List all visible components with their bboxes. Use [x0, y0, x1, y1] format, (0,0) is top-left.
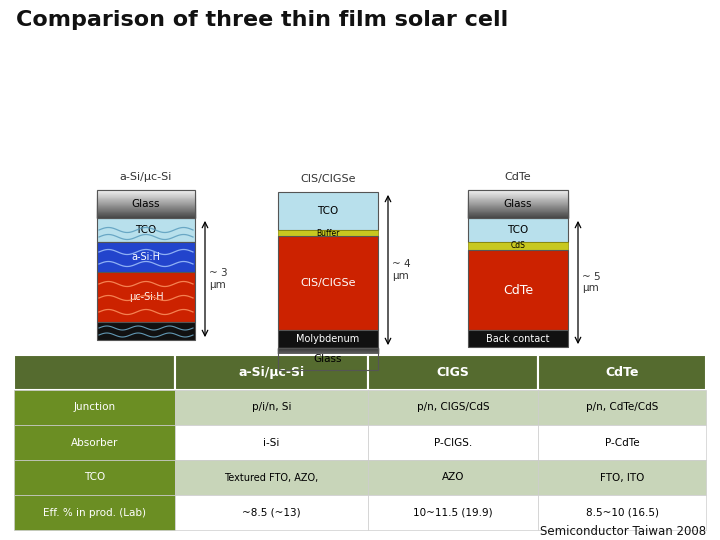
Text: Semiconductor Taiwan 2008: Semiconductor Taiwan 2008 — [540, 525, 706, 538]
Text: 10~11.5 (19.9): 10~11.5 (19.9) — [413, 508, 492, 517]
Text: 8.5~10 (16.5): 8.5~10 (16.5) — [585, 508, 659, 517]
Bar — [278, 348, 378, 370]
Text: TCO: TCO — [318, 206, 338, 216]
Text: ~ 3
μm: ~ 3 μm — [209, 268, 228, 290]
Bar — [278, 230, 378, 236]
Bar — [538, 390, 706, 425]
Bar — [14, 355, 175, 390]
Bar — [368, 460, 538, 495]
Bar — [368, 425, 538, 460]
Bar — [97, 322, 195, 340]
Text: Glass: Glass — [504, 199, 532, 209]
Bar — [14, 390, 175, 425]
Text: μc-Si:H: μc-Si:H — [129, 292, 163, 302]
Text: CdTe: CdTe — [606, 366, 639, 379]
Text: ~8.5 (~13): ~8.5 (~13) — [242, 508, 301, 517]
Bar — [175, 390, 368, 425]
Bar — [468, 190, 568, 218]
Bar — [368, 355, 538, 390]
Text: Eff. % in prod. (Lab): Eff. % in prod. (Lab) — [43, 508, 146, 517]
Text: ~ 4
μm: ~ 4 μm — [392, 259, 410, 281]
Bar — [538, 355, 706, 390]
Bar — [468, 218, 568, 242]
Bar — [278, 192, 378, 230]
Text: i-Si: i-Si — [264, 437, 279, 448]
Bar — [175, 460, 368, 495]
Text: p/i/n, Si: p/i/n, Si — [252, 402, 292, 413]
Bar — [538, 425, 706, 460]
Bar — [175, 425, 368, 460]
Bar — [278, 330, 378, 348]
Text: ~ 5
μm: ~ 5 μm — [582, 272, 600, 293]
Bar — [97, 190, 195, 218]
Bar — [175, 355, 368, 390]
Bar — [14, 460, 175, 495]
Text: Glass: Glass — [132, 199, 161, 209]
Text: P-CIGS.: P-CIGS. — [434, 437, 472, 448]
Text: a-Si/μc-Si: a-Si/μc-Si — [238, 366, 305, 379]
Bar — [468, 330, 568, 347]
Text: P-CdTe: P-CdTe — [605, 437, 639, 448]
Text: CIS/CIGSe: CIS/CIGSe — [300, 174, 356, 184]
Text: Comparison of three thin film solar cell: Comparison of three thin film solar cell — [16, 10, 508, 30]
Text: a-Si:H: a-Si:H — [132, 252, 161, 262]
Bar — [368, 390, 538, 425]
Bar — [278, 236, 378, 330]
Text: TCO: TCO — [508, 225, 528, 235]
Bar — [538, 495, 706, 530]
Text: Back contact: Back contact — [486, 334, 550, 343]
Text: CdS: CdS — [510, 241, 526, 251]
Bar — [97, 242, 195, 272]
Bar — [538, 460, 706, 495]
Bar — [97, 272, 195, 322]
Text: Glass: Glass — [314, 354, 342, 364]
Text: Buffer: Buffer — [316, 228, 340, 238]
Bar — [368, 495, 538, 530]
Text: Absorber: Absorber — [71, 437, 118, 448]
Text: Textured FTO, AZO,: Textured FTO, AZO, — [225, 472, 319, 483]
Text: CIS/CIGSe: CIS/CIGSe — [300, 278, 356, 288]
Text: CdTe: CdTe — [505, 172, 531, 182]
Bar — [468, 250, 568, 330]
Text: TCO: TCO — [84, 472, 105, 483]
Text: Molybdenum: Molybdenum — [297, 334, 359, 344]
Text: AZO: AZO — [442, 472, 464, 483]
Bar — [14, 495, 175, 530]
Bar — [14, 425, 175, 460]
Text: p/n, CIGS/CdS: p/n, CIGS/CdS — [417, 402, 490, 413]
Bar — [97, 218, 195, 242]
Text: p/n, CdTe/CdS: p/n, CdTe/CdS — [586, 402, 658, 413]
Text: a-Si/μc-Si: a-Si/μc-Si — [120, 172, 172, 182]
Bar — [468, 242, 568, 250]
Text: TCO: TCO — [135, 225, 157, 235]
Text: FTO, ITO: FTO, ITO — [600, 472, 644, 483]
Bar — [175, 495, 368, 530]
Text: CIGS: CIGS — [436, 366, 469, 379]
Text: CdTe: CdTe — [503, 284, 533, 296]
Text: Junction: Junction — [73, 402, 116, 413]
